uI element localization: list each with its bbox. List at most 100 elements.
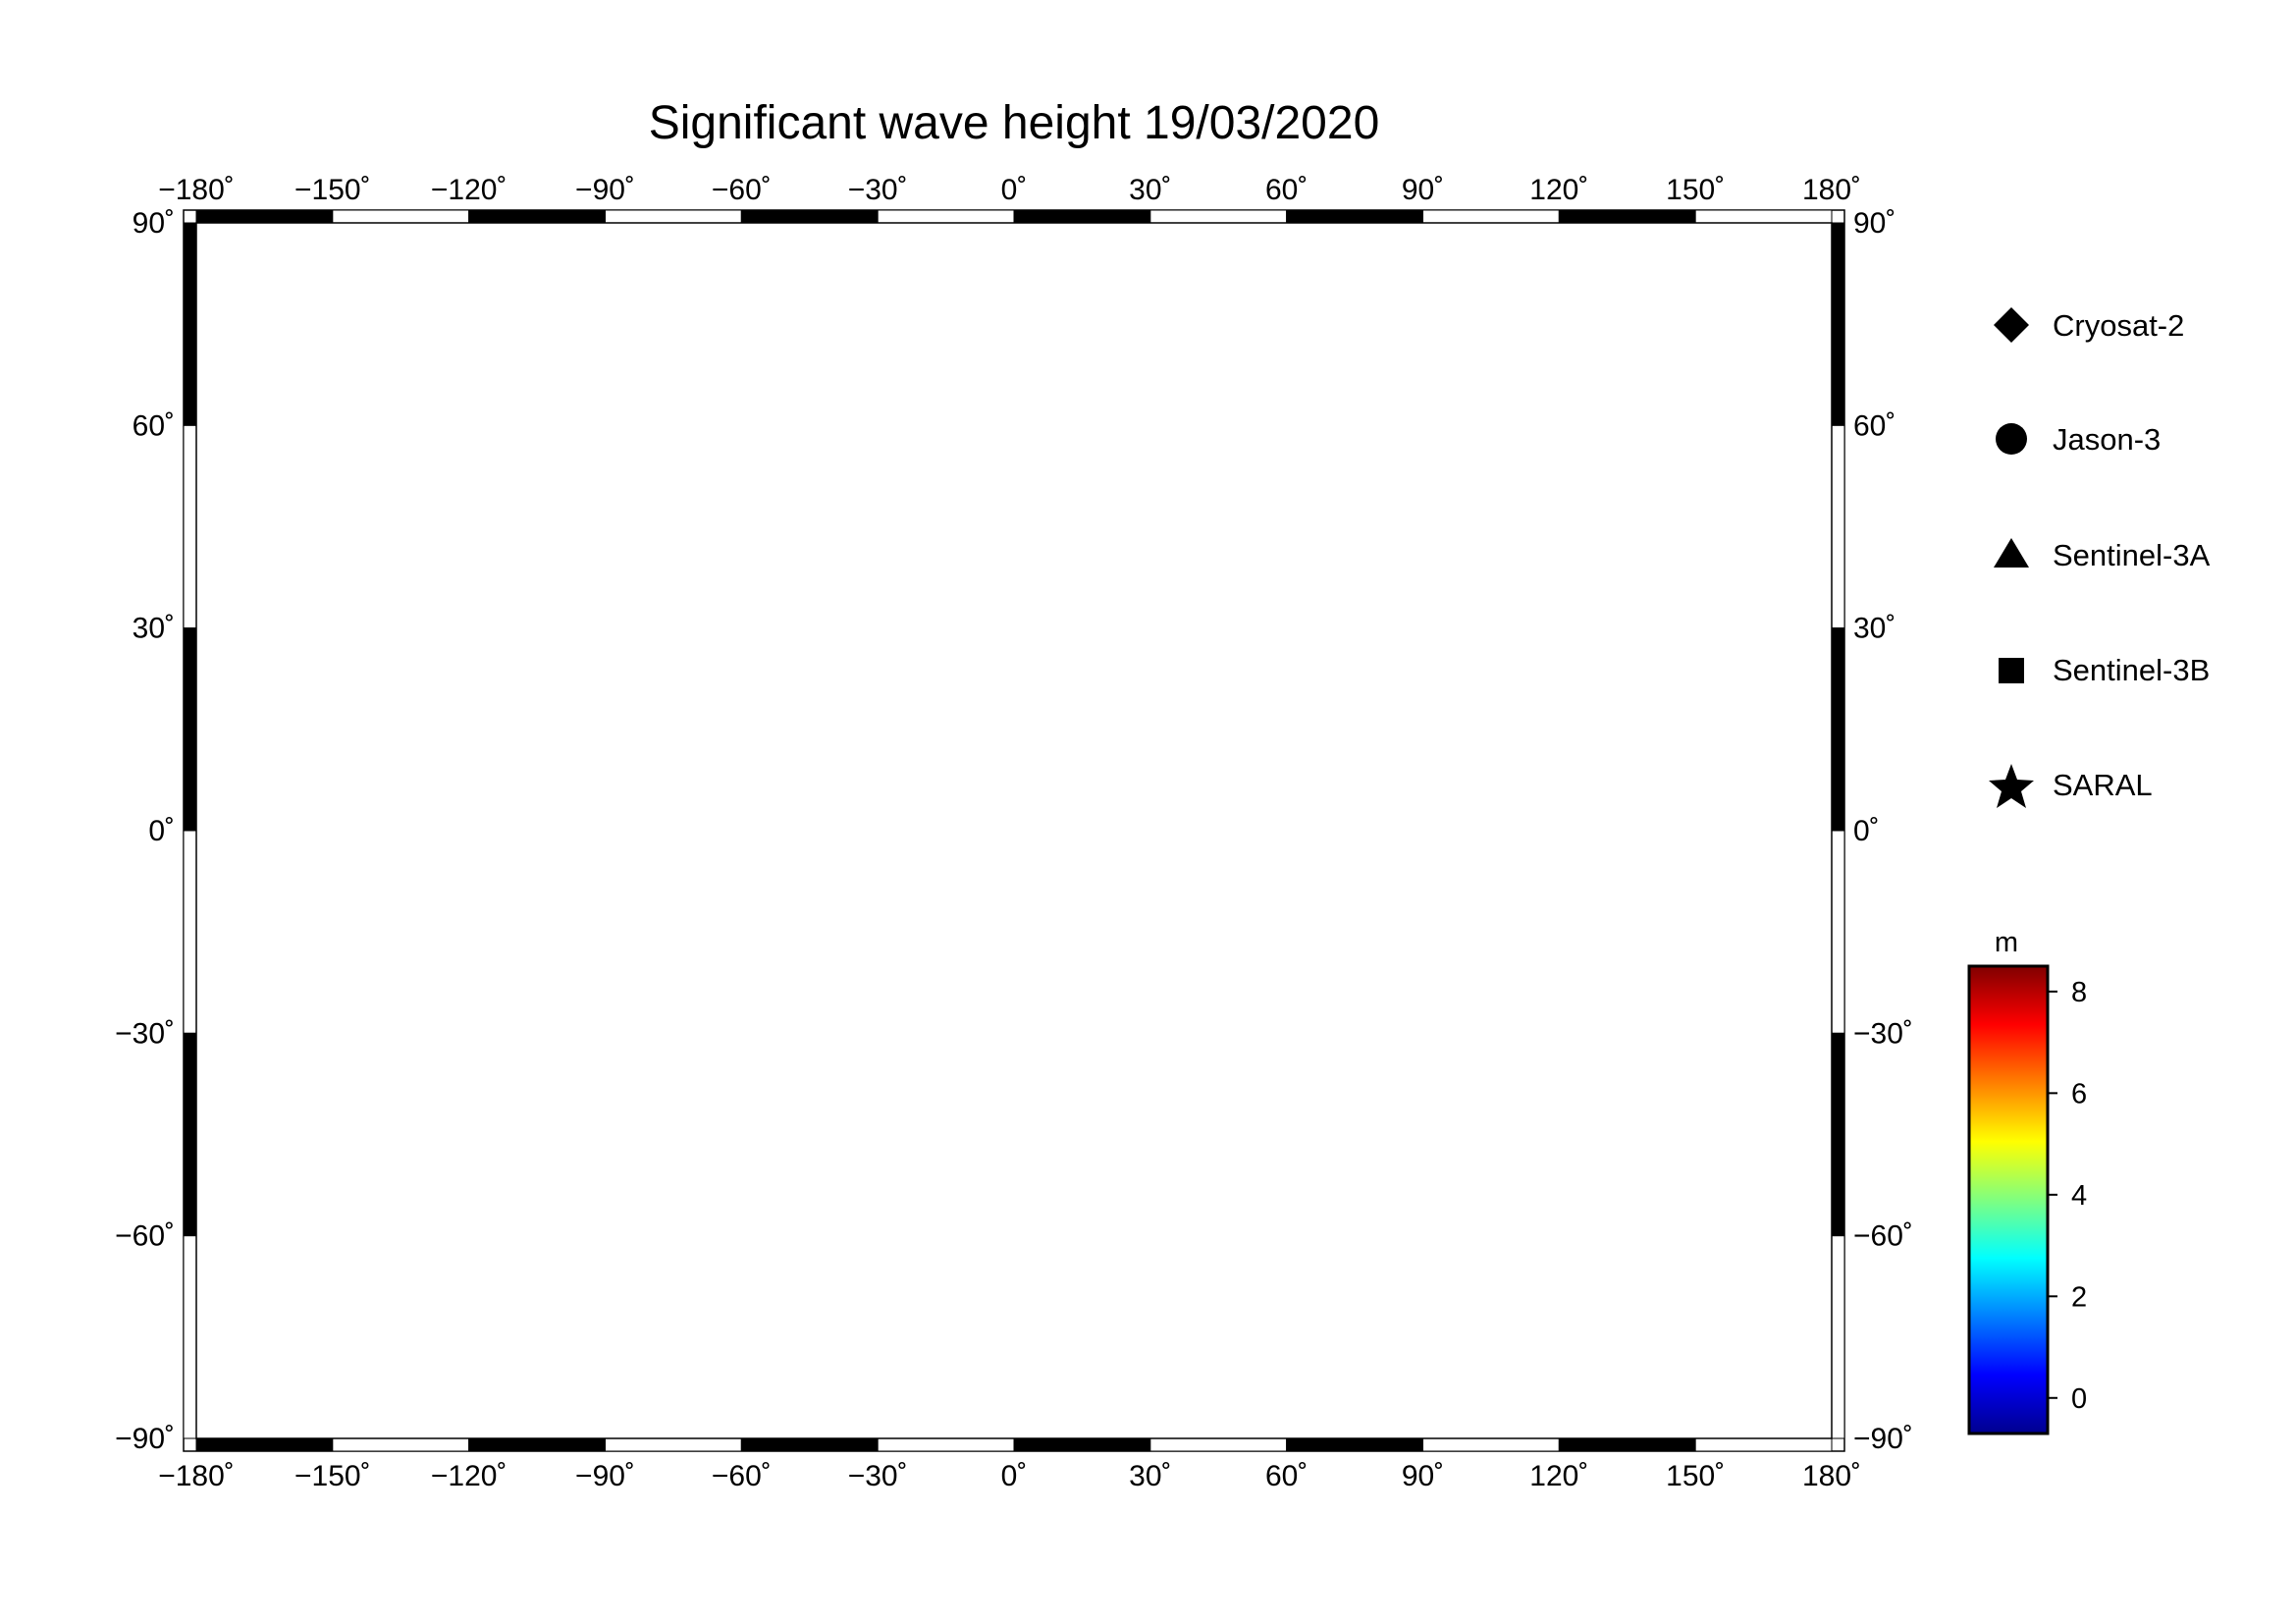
lon-tick-label: 150˚ (1666, 174, 1725, 206)
frame-outer (183, 209, 1845, 1452)
legend-label: Sentinel-3A (2053, 538, 2211, 572)
lon-tick-labels-top: −180˚ −150˚ −120˚ −90˚ −60˚ −30˚ 0˚ 30˚ 60˚ 90˚ 12… (158, 174, 1861, 206)
colorbar-gradient (1967, 964, 2050, 1435)
lat-tick-label: 0˚ (1853, 815, 1880, 847)
lat-tick-label: −90˚ (1853, 1423, 1913, 1455)
lat-tick-label: −30˚ (1853, 1017, 1913, 1050)
lon-tick-label: −30˚ (848, 174, 908, 206)
frame-segment (183, 424, 197, 629)
frame-inner (195, 222, 1833, 1439)
frame-segment (740, 209, 879, 224)
frame-segment (1831, 222, 1845, 426)
frame-segment (877, 209, 1015, 224)
frame-segment (1422, 1437, 1560, 1452)
circle-icon (1996, 423, 2027, 455)
legend-label: Cryosat-2 (2053, 308, 2184, 343)
colorbar-tick-label: 4 (2071, 1180, 2087, 1212)
triangle-icon (1994, 538, 2029, 568)
frame-segment (1286, 1437, 1423, 1452)
colorbar-tick-label: 0 (2071, 1383, 2087, 1415)
lon-tick-label: −150˚ (294, 1460, 371, 1492)
lon-tick-label: −30˚ (848, 1460, 908, 1492)
frame-segment (1694, 1437, 1833, 1452)
diamond-icon (1994, 307, 2029, 343)
lon-tick-label: 120˚ (1529, 174, 1588, 206)
frame-segment (1422, 209, 1560, 224)
frame-segment (1149, 209, 1288, 224)
lon-tick-label: 90˚ (1402, 1460, 1444, 1492)
lon-tick-label: 90˚ (1402, 174, 1444, 206)
lat-tick-labels-left: 90˚ 60˚ 30˚ 0˚ −30˚ −60˚ −90˚ (115, 207, 175, 1455)
frame-segment (877, 1437, 1015, 1452)
lat-tick-label: −90˚ (115, 1423, 175, 1455)
colorbar-tick-label: 2 (2071, 1281, 2087, 1313)
figure-title: Significant wave height 19/03/2020 (649, 97, 1380, 149)
lon-tick-label: 180˚ (1802, 1460, 1861, 1492)
legend-label: Sentinel-3B (2053, 653, 2210, 687)
lon-tick-label: 30˚ (1129, 1460, 1171, 1492)
lon-tick-label: −90˚ (575, 174, 635, 206)
frame-segment (1831, 627, 1845, 832)
colorbar-ticks: 0 2 4 6 8 (2048, 977, 2087, 1415)
lon-tick-label: −120˚ (431, 174, 507, 206)
frame-segment (1831, 1032, 1845, 1237)
colorbar-tick-label: 8 (2071, 977, 2087, 1008)
frame-segment (740, 1437, 879, 1452)
lon-tick-label: 0˚ (1001, 174, 1028, 206)
frame-segment (1286, 209, 1423, 224)
colorbar-unit: m (1995, 927, 2018, 958)
lat-tick-label: 30˚ (133, 613, 175, 645)
lon-tick-label: −60˚ (712, 1460, 772, 1492)
frame-segment (1831, 1235, 1845, 1439)
frame-segment (195, 1437, 334, 1452)
frame-segment (332, 1437, 470, 1452)
lat-tick-label: 0˚ (148, 815, 175, 847)
map-frame (183, 209, 1845, 1452)
frame-segment (1013, 209, 1151, 224)
lon-tick-label: 30˚ (1129, 174, 1171, 206)
frame-segment (332, 209, 470, 224)
lat-tick-label: −30˚ (115, 1017, 175, 1050)
colorbar: m 0 2 4 6 8 (1967, 927, 2087, 1435)
lon-tick-label: 60˚ (1265, 174, 1308, 206)
lon-tick-label: −120˚ (431, 1460, 507, 1492)
lon-tick-labels-bottom: −180˚ −150˚ −120˚ −90˚ −60˚ −30˚ 0˚ 30˚ 60˚ 90˚ 12… (158, 1460, 1861, 1492)
frame-segment (1831, 424, 1845, 629)
legend-label: SARAL (2053, 768, 2153, 802)
lon-tick-label: −60˚ (712, 174, 772, 206)
frame-segment (183, 222, 197, 426)
frame-segment (1558, 1437, 1696, 1452)
lon-tick-label: 0˚ (1001, 1460, 1028, 1492)
lat-tick-label: 30˚ (1853, 613, 1896, 645)
lon-tick-label: 60˚ (1265, 1460, 1308, 1492)
frame-segment (183, 830, 197, 1034)
frame-segment (183, 1032, 197, 1237)
frame-segment (605, 1437, 742, 1452)
lon-tick-label: 150˚ (1666, 1460, 1725, 1492)
lat-tick-label: 60˚ (1853, 409, 1896, 442)
frame-segment (1013, 1437, 1151, 1452)
square-icon (1999, 658, 2024, 683)
colorbar-tick-label: 6 (2071, 1078, 2087, 1109)
lat-tick-label: 90˚ (1853, 207, 1896, 240)
legend-label: Jason-3 (2053, 422, 2161, 457)
lon-tick-label: −150˚ (294, 174, 371, 206)
frame-segment (605, 209, 742, 224)
frame-segment (195, 209, 334, 224)
frame-segment (183, 627, 197, 832)
lat-tick-labels-right: 90˚ 60˚ 30˚ 0˚ −30˚ −60˚ −90˚ (1853, 207, 1913, 1455)
frame-segment (1149, 1437, 1288, 1452)
lat-tick-label: −60˚ (115, 1220, 175, 1253)
lat-tick-label: −60˚ (1853, 1220, 1913, 1253)
legend: Cryosat-2 Jason-3 Sentinel-3A Sentinel-3… (1989, 307, 2211, 808)
frame-segment (183, 1235, 197, 1439)
lon-tick-label: −90˚ (575, 1460, 635, 1492)
frame-segment (1831, 830, 1845, 1034)
frame-segment (1558, 209, 1696, 224)
lon-tick-label: −180˚ (158, 1460, 235, 1492)
lat-tick-label: 60˚ (133, 409, 175, 442)
frame-segment (1694, 209, 1833, 224)
frame-segment (468, 1437, 606, 1452)
lat-tick-label: 90˚ (133, 207, 175, 240)
